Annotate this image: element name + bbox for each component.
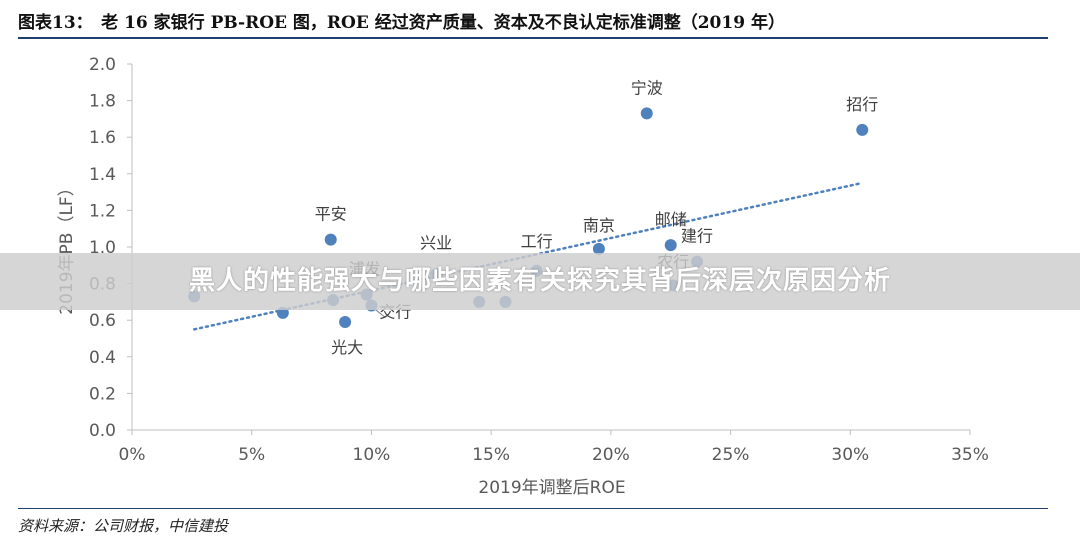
x-axis-title: 2019年调整后ROE: [478, 478, 625, 498]
y-tick-label: 1.6: [89, 128, 116, 148]
y-tick-label: 0.0: [89, 421, 116, 441]
data-point: [592, 242, 605, 255]
overlay-headline: 黑人的性能强大与哪些因素有关探究其背后深层次原因分析: [188, 266, 891, 296]
data-label: 南京: [583, 216, 615, 235]
title-rule: [18, 37, 1048, 39]
data-label: 兴业: [420, 233, 452, 252]
data-label-leader: [375, 309, 386, 318]
y-tick-label: 0.2: [89, 384, 116, 404]
x-tick-label: 20%: [592, 445, 630, 465]
data-label: 招行: [846, 95, 878, 114]
data-label: 光大: [331, 338, 363, 357]
x-tick-label: 35%: [951, 445, 989, 465]
x-tick-label: 25%: [712, 445, 750, 465]
data-label: 邮储: [655, 210, 687, 229]
source-note: 资料来源：公司财报，中信建投: [18, 517, 229, 535]
x-tick-label: 30%: [831, 445, 869, 465]
y-tick-label: 1.2: [89, 201, 116, 221]
data-label: 建行: [681, 227, 713, 246]
y-tick-label: 0.6: [89, 311, 116, 331]
data-point: [324, 233, 337, 246]
data-point: [640, 107, 653, 120]
data-point: [664, 239, 677, 252]
x-tick-label: 10%: [353, 445, 391, 465]
x-tick-label: 5%: [238, 445, 265, 465]
x-tick-label: 0%: [119, 445, 146, 465]
bottom-rule: [18, 508, 1048, 509]
data-point: [339, 316, 352, 329]
y-tick-label: 1.8: [89, 92, 116, 112]
y-tick-label: 0.4: [89, 348, 116, 368]
y-tick-label: 1.4: [89, 165, 116, 185]
x-tick-label: 15%: [472, 445, 510, 465]
y-tick-label: 2.0: [89, 55, 116, 75]
overlay-banner: [0, 253, 1080, 310]
figure-title: 图表13： 老 16 家银行 PB-ROE 图，ROE 经过资产质量、资本及不良…: [18, 13, 785, 33]
data-label: 工行: [521, 232, 553, 251]
data-label: 宁波: [631, 78, 663, 97]
data-point: [856, 123, 869, 136]
data-label: 平安: [315, 205, 347, 224]
